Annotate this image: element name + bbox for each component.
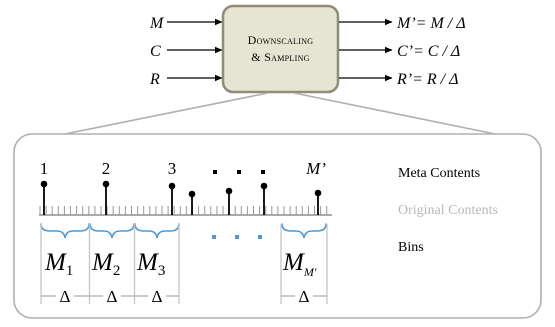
bin-label-1-subscript: 1: [66, 263, 74, 279]
output-formula-m-lhs: M’: [396, 15, 416, 32]
ellipsis-top-dot-2: [237, 170, 241, 174]
output-formula-m-rhs: = M / Δ: [416, 15, 466, 32]
delta-label-2: Δ: [107, 287, 118, 306]
ellipsis-bins: [212, 235, 262, 239]
bin-label-3: M3: [136, 249, 165, 279]
bin-label-3-subscript: 3: [158, 263, 166, 279]
input-label-m: M: [149, 15, 165, 32]
meta-dot-extra-1: [188, 190, 196, 198]
delta-label-m-prime: Δ: [299, 287, 310, 306]
meta-dot-extra-2: [225, 187, 233, 195]
input-label-c: C: [150, 43, 161, 60]
ellipsis-bins-dot-2: [235, 235, 239, 239]
output-formula-r: R’= R / Δ: [396, 71, 459, 88]
bin-brace-1: [40, 223, 90, 239]
bin-label-2-letter: M: [91, 249, 114, 276]
meta-dot-m-prime: [314, 189, 322, 197]
ellipsis-bins-dot-1: [212, 235, 216, 239]
detail-panel: [13, 133, 542, 319]
ellipsis-top: [213, 170, 265, 174]
ellipsis-bins-dot-3: [258, 235, 262, 239]
output-formula-m: M’= M / Δ: [396, 15, 466, 32]
output-formula-r-lhs: R’: [396, 71, 412, 88]
zoom-line-right: [293, 92, 501, 136]
meta-dot-extra-3: [260, 182, 268, 190]
meta-label-1: 1: [40, 159, 49, 178]
legend-meta-contents: Meta Contents: [398, 166, 480, 181]
meta-label-3: 3: [168, 159, 177, 178]
output-formula-c-lhs: C’: [397, 43, 413, 60]
bin-label-2: M2: [91, 249, 120, 279]
process-box-line2: & Sampling: [251, 50, 309, 64]
downscaling-sampling-box: [221, 4, 340, 94]
bin-brace-m-prime: [281, 223, 327, 239]
bin-brace-2: [89, 223, 135, 239]
bin-label-m-prime-subscript: M′: [303, 265, 317, 279]
meta-dots: [40, 180, 322, 198]
ellipsis-top-dot-3: [261, 170, 265, 174]
legend-original-contents: Original Contents: [398, 203, 498, 218]
meta-dot-1: [40, 180, 48, 188]
meta-lollipops: [43, 184, 319, 215]
bin-brace-3: [134, 223, 180, 239]
bin-separators: [40, 224, 328, 304]
bin-label-m-prime: MM′: [282, 249, 317, 279]
meta-label-m-prime: M’: [305, 159, 326, 178]
meta-dot-3: [168, 182, 176, 190]
meta-dot-2: [102, 180, 110, 188]
output-formula-c: C’= C / Δ: [397, 43, 460, 60]
bin-label-1: M1: [44, 249, 73, 279]
bin-braces: [40, 223, 327, 239]
bin-label-3-letter: M: [136, 249, 159, 276]
output-formula-c-rhs: = C / Δ: [413, 43, 460, 60]
delta-label-1: Δ: [60, 287, 71, 306]
output-formula-r-rhs: = R / Δ: [412, 71, 458, 88]
meta-label-2: 2: [102, 159, 111, 178]
legend-bins: Bins: [398, 240, 424, 255]
process-box-line1: Downscaling: [248, 33, 314, 47]
bin-label-m-prime-letter: M: [282, 249, 305, 276]
delta-label-3: Δ: [152, 287, 163, 306]
bin-label-2-subscript: 2: [113, 263, 121, 279]
input-label-r: R: [149, 71, 160, 88]
ellipsis-top-dot-1: [213, 170, 217, 174]
zoom-line-left: [59, 92, 269, 136]
bin-label-1-letter: M: [44, 249, 67, 276]
